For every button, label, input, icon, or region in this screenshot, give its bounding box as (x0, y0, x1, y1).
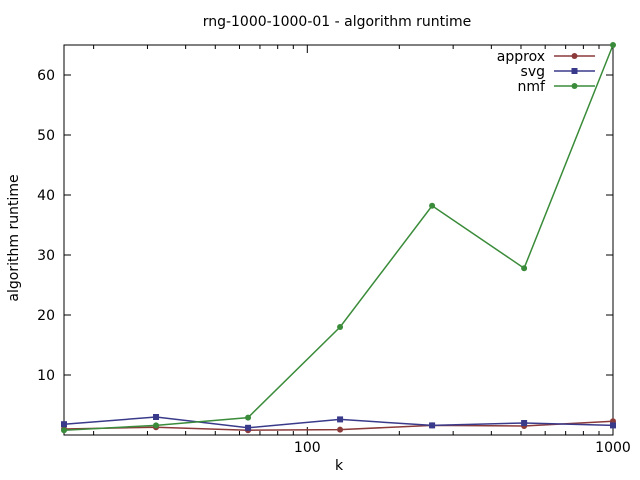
data-point-nmf (610, 42, 616, 48)
y-axis-label: algorithm runtime (6, 174, 22, 301)
data-point-nmf (61, 427, 67, 434)
x-tick-label: 100 (294, 440, 321, 456)
y-tick-label: 50 (37, 128, 55, 144)
x-axis-label: k (335, 458, 344, 474)
data-point-nmf (521, 265, 528, 272)
y-tick-label: 40 (37, 188, 55, 204)
data-point-nmf (245, 414, 252, 421)
data-point-svg (153, 414, 160, 420)
data-point-svg (521, 420, 528, 426)
data-point-svg (245, 424, 252, 431)
data-point-nmf (153, 422, 160, 429)
series-svg (61, 414, 616, 431)
data-point-svg (610, 422, 616, 429)
legend-label: svg (521, 64, 545, 80)
legend-swatch-marker (571, 68, 578, 74)
legend-swatch-marker (571, 53, 578, 59)
x-tick-label: 1000 (595, 440, 631, 456)
series-line-nmf (63, 44, 614, 431)
series-layer (61, 42, 616, 434)
legend-item-svg: svg (521, 64, 595, 80)
chart-title: rng-1000-1000-01 - algorithm runtime (203, 14, 472, 30)
axis-tick-labels: 10 20 30 40 50 60 100 1000 (37, 68, 631, 456)
legend-swatch-marker (571, 83, 578, 89)
data-point-nmf (337, 324, 344, 330)
legend-item-nmf: nmf (518, 79, 595, 95)
y-tick-label: 10 (37, 368, 55, 384)
data-point-svg (337, 416, 344, 423)
y-tick-label: 20 (37, 308, 55, 324)
plot-frame (63, 44, 614, 436)
data-point-approx (337, 426, 344, 433)
axis-ticks (64, 45, 614, 435)
data-point-svg (61, 421, 67, 428)
data-point-svg (429, 422, 436, 429)
data-point-nmf (429, 202, 436, 209)
y-tick-label: 30 (37, 248, 55, 264)
y-tick-label: 60 (37, 68, 55, 84)
series-nmf (61, 42, 616, 434)
legend-item-approx: approx (497, 49, 595, 65)
legend-label: approx (497, 49, 545, 65)
legend-label: nmf (518, 79, 547, 95)
